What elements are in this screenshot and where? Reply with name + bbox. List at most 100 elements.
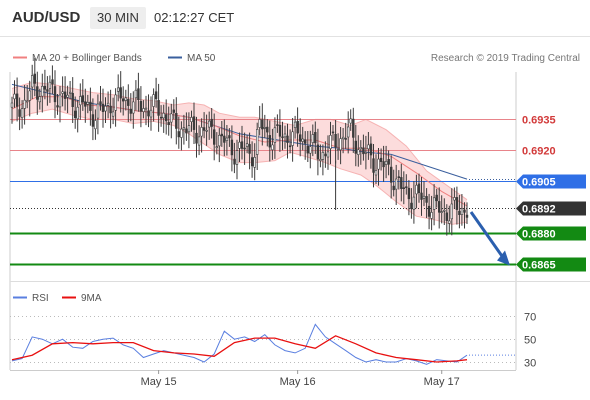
candle bbox=[230, 125, 234, 172]
candle bbox=[129, 93, 132, 122]
bollinger-upper-line bbox=[11, 81, 468, 201]
candle-body bbox=[255, 129, 259, 155]
candle-body bbox=[86, 102, 90, 105]
candle bbox=[61, 76, 64, 107]
forecast-arrow bbox=[469, 211, 510, 266]
candle-body bbox=[369, 143, 373, 156]
candle bbox=[28, 80, 31, 117]
candle bbox=[427, 193, 431, 230]
candle-body bbox=[379, 157, 383, 162]
candle bbox=[394, 164, 398, 205]
candle-body bbox=[51, 79, 54, 85]
x-tick-label-0: May 15 bbox=[141, 376, 177, 388]
candle-body bbox=[84, 101, 87, 107]
candle-body bbox=[324, 153, 327, 157]
level-price-tags: 0.6935 0.6920 0.6905 0.6892 0.6880 0.6865 bbox=[516, 115, 586, 272]
candle bbox=[76, 99, 79, 133]
candle-body bbox=[190, 117, 193, 123]
symbol-title: AUD/USD bbox=[12, 9, 81, 26]
candle-body bbox=[341, 136, 345, 140]
candle bbox=[387, 150, 390, 176]
candle-body bbox=[147, 110, 150, 117]
candle-body bbox=[185, 128, 188, 134]
forecast-arrow-head bbox=[497, 250, 510, 266]
candle bbox=[58, 86, 62, 123]
candle bbox=[278, 109, 282, 152]
candle bbox=[448, 205, 451, 233]
timeframe-badge[interactable]: 30 MIN bbox=[90, 7, 146, 29]
candle bbox=[268, 120, 271, 162]
candle-body bbox=[104, 105, 107, 112]
candle bbox=[149, 96, 153, 131]
candle-body bbox=[23, 99, 26, 109]
candle-body bbox=[465, 214, 469, 218]
candle bbox=[430, 195, 433, 231]
rsi-tick-50: 50 bbox=[524, 335, 536, 347]
candle bbox=[346, 111, 350, 154]
candle bbox=[104, 97, 107, 123]
candle bbox=[349, 109, 352, 131]
candle bbox=[200, 118, 203, 153]
candle-body bbox=[268, 135, 271, 148]
candle-body bbox=[316, 144, 320, 160]
candle-body bbox=[76, 106, 79, 120]
candle-body bbox=[306, 145, 309, 154]
candle-body bbox=[261, 119, 264, 130]
candle bbox=[117, 74, 120, 102]
candle bbox=[175, 97, 178, 145]
candle bbox=[25, 85, 29, 109]
candle-body bbox=[248, 144, 251, 154]
candle bbox=[463, 202, 466, 229]
candle-body bbox=[377, 158, 380, 170]
candle-body bbox=[200, 127, 203, 137]
candle bbox=[152, 88, 155, 122]
candle-body bbox=[170, 113, 173, 123]
candle-body bbox=[417, 183, 421, 193]
candle-body bbox=[354, 140, 357, 154]
candle-body bbox=[195, 132, 198, 144]
candle bbox=[261, 103, 264, 146]
candle-body bbox=[412, 196, 416, 210]
candle bbox=[453, 187, 456, 209]
candle bbox=[160, 105, 163, 127]
candle-body bbox=[372, 158, 375, 173]
candle-body bbox=[346, 126, 350, 138]
candle bbox=[215, 132, 218, 155]
rsi-legend-label: RSI bbox=[32, 293, 49, 304]
x-tick-label-1: May 16 bbox=[280, 376, 316, 388]
candle bbox=[10, 96, 14, 124]
candle bbox=[197, 125, 201, 156]
candle bbox=[74, 96, 77, 129]
level-label-5: 0.6865 bbox=[522, 260, 556, 272]
rsi-grid: 30 50 70 bbox=[10, 312, 536, 370]
candle-body bbox=[319, 159, 322, 161]
candle-body bbox=[309, 146, 312, 154]
candle-body bbox=[329, 135, 332, 149]
candle-body bbox=[291, 131, 294, 146]
candle bbox=[301, 126, 304, 151]
candle bbox=[170, 103, 173, 139]
candle bbox=[66, 85, 69, 114]
candle bbox=[336, 133, 340, 160]
candle bbox=[283, 125, 287, 149]
rsi-tick-70: 70 bbox=[524, 312, 536, 324]
candle-body bbox=[71, 93, 74, 108]
candle bbox=[460, 194, 464, 226]
candle-body bbox=[197, 136, 201, 146]
candle-body bbox=[58, 94, 62, 108]
candle-body bbox=[220, 133, 223, 137]
candle bbox=[238, 132, 241, 162]
candle bbox=[331, 125, 335, 141]
candle bbox=[392, 169, 395, 197]
candle bbox=[223, 119, 226, 157]
candle-body bbox=[175, 113, 178, 129]
candle-body bbox=[167, 122, 170, 126]
candle bbox=[243, 132, 246, 165]
candle-body bbox=[427, 205, 431, 217]
candle-body bbox=[460, 208, 464, 215]
candle-body bbox=[384, 161, 388, 165]
candle-body bbox=[230, 139, 234, 156]
candle-body bbox=[394, 178, 398, 190]
candle-body bbox=[293, 121, 297, 128]
